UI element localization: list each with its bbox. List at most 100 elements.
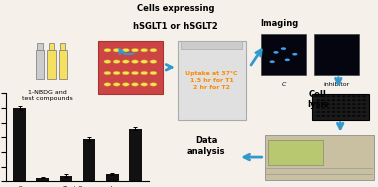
Circle shape: [122, 60, 129, 63]
Circle shape: [337, 103, 340, 105]
Circle shape: [363, 99, 366, 101]
Bar: [59, 50, 67, 79]
Bar: [314, 34, 359, 75]
Circle shape: [327, 103, 330, 105]
Circle shape: [292, 53, 297, 56]
Circle shape: [150, 48, 157, 52]
Circle shape: [337, 96, 340, 97]
Circle shape: [132, 71, 138, 75]
Circle shape: [141, 71, 148, 75]
Circle shape: [150, 60, 157, 63]
Circle shape: [327, 115, 330, 117]
Circle shape: [358, 107, 361, 109]
FancyArrowPatch shape: [166, 65, 172, 70]
Text: Cells expressing: Cells expressing: [137, 4, 215, 13]
Circle shape: [363, 115, 366, 117]
Text: inhibitor: inhibitor: [323, 82, 350, 87]
Bar: [268, 140, 323, 165]
Circle shape: [322, 99, 325, 101]
Circle shape: [327, 111, 330, 113]
Circle shape: [141, 60, 148, 63]
Circle shape: [363, 103, 366, 105]
FancyArrowPatch shape: [336, 78, 341, 84]
Circle shape: [363, 111, 366, 113]
Circle shape: [332, 103, 335, 105]
Circle shape: [122, 83, 129, 86]
Circle shape: [317, 103, 320, 105]
Circle shape: [352, 103, 355, 105]
Circle shape: [352, 96, 355, 97]
Text: Uptake at 37°C
1.5 hr for T1
2 hr for T2: Uptake at 37°C 1.5 hr for T1 2 hr for T2: [185, 71, 238, 90]
Circle shape: [358, 111, 361, 113]
Circle shape: [113, 48, 120, 52]
Circle shape: [132, 83, 138, 86]
Circle shape: [347, 115, 350, 117]
Circle shape: [317, 107, 320, 109]
Circle shape: [363, 96, 366, 97]
Circle shape: [141, 83, 148, 86]
Circle shape: [122, 48, 129, 52]
Circle shape: [347, 111, 350, 113]
Circle shape: [132, 60, 138, 63]
Circle shape: [347, 107, 350, 109]
Circle shape: [358, 99, 361, 101]
Bar: [83, 139, 96, 181]
Circle shape: [281, 47, 286, 50]
Circle shape: [327, 96, 330, 97]
Bar: [60, 43, 65, 50]
Circle shape: [347, 99, 350, 101]
Circle shape: [113, 60, 120, 63]
Bar: [98, 41, 163, 94]
Circle shape: [104, 71, 111, 75]
Circle shape: [150, 83, 157, 86]
FancyArrowPatch shape: [244, 154, 262, 160]
Circle shape: [347, 96, 350, 97]
Circle shape: [342, 115, 345, 117]
Circle shape: [352, 99, 355, 101]
Circle shape: [337, 111, 340, 113]
Bar: [13, 108, 26, 181]
Text: Data
analysis: Data analysis: [187, 136, 225, 156]
Circle shape: [150, 71, 157, 75]
Circle shape: [113, 71, 120, 75]
Circle shape: [285, 59, 290, 61]
Circle shape: [132, 48, 138, 52]
Circle shape: [358, 103, 361, 105]
Bar: [36, 178, 49, 181]
Bar: [178, 41, 246, 120]
Circle shape: [352, 115, 355, 117]
Circle shape: [141, 48, 148, 52]
Circle shape: [363, 107, 366, 109]
Circle shape: [332, 111, 335, 113]
Circle shape: [317, 96, 320, 97]
Text: 1-NBDG and
test compounds: 1-NBDG and test compounds: [22, 90, 73, 101]
Circle shape: [104, 83, 111, 86]
Circle shape: [358, 96, 361, 97]
Text: C: C: [281, 82, 286, 87]
Bar: [106, 174, 119, 181]
Circle shape: [342, 99, 345, 101]
Circle shape: [317, 99, 320, 101]
Circle shape: [342, 96, 345, 97]
Circle shape: [317, 115, 320, 117]
Text: hSGLT1 or hSGLT2: hSGLT1 or hSGLT2: [133, 22, 218, 31]
Circle shape: [342, 111, 345, 113]
Circle shape: [332, 96, 335, 97]
Circle shape: [332, 115, 335, 117]
Circle shape: [322, 96, 325, 97]
Circle shape: [322, 111, 325, 113]
Bar: [181, 41, 242, 49]
Circle shape: [352, 111, 355, 113]
Circle shape: [347, 103, 350, 105]
Circle shape: [322, 115, 325, 117]
Bar: [37, 43, 43, 50]
Circle shape: [270, 60, 275, 63]
Circle shape: [322, 107, 325, 109]
Bar: [261, 34, 306, 75]
Bar: [47, 50, 56, 79]
Text: Imaging: Imaging: [260, 19, 299, 28]
Circle shape: [332, 107, 335, 109]
Circle shape: [104, 60, 111, 63]
Circle shape: [327, 107, 330, 109]
Circle shape: [342, 103, 345, 105]
